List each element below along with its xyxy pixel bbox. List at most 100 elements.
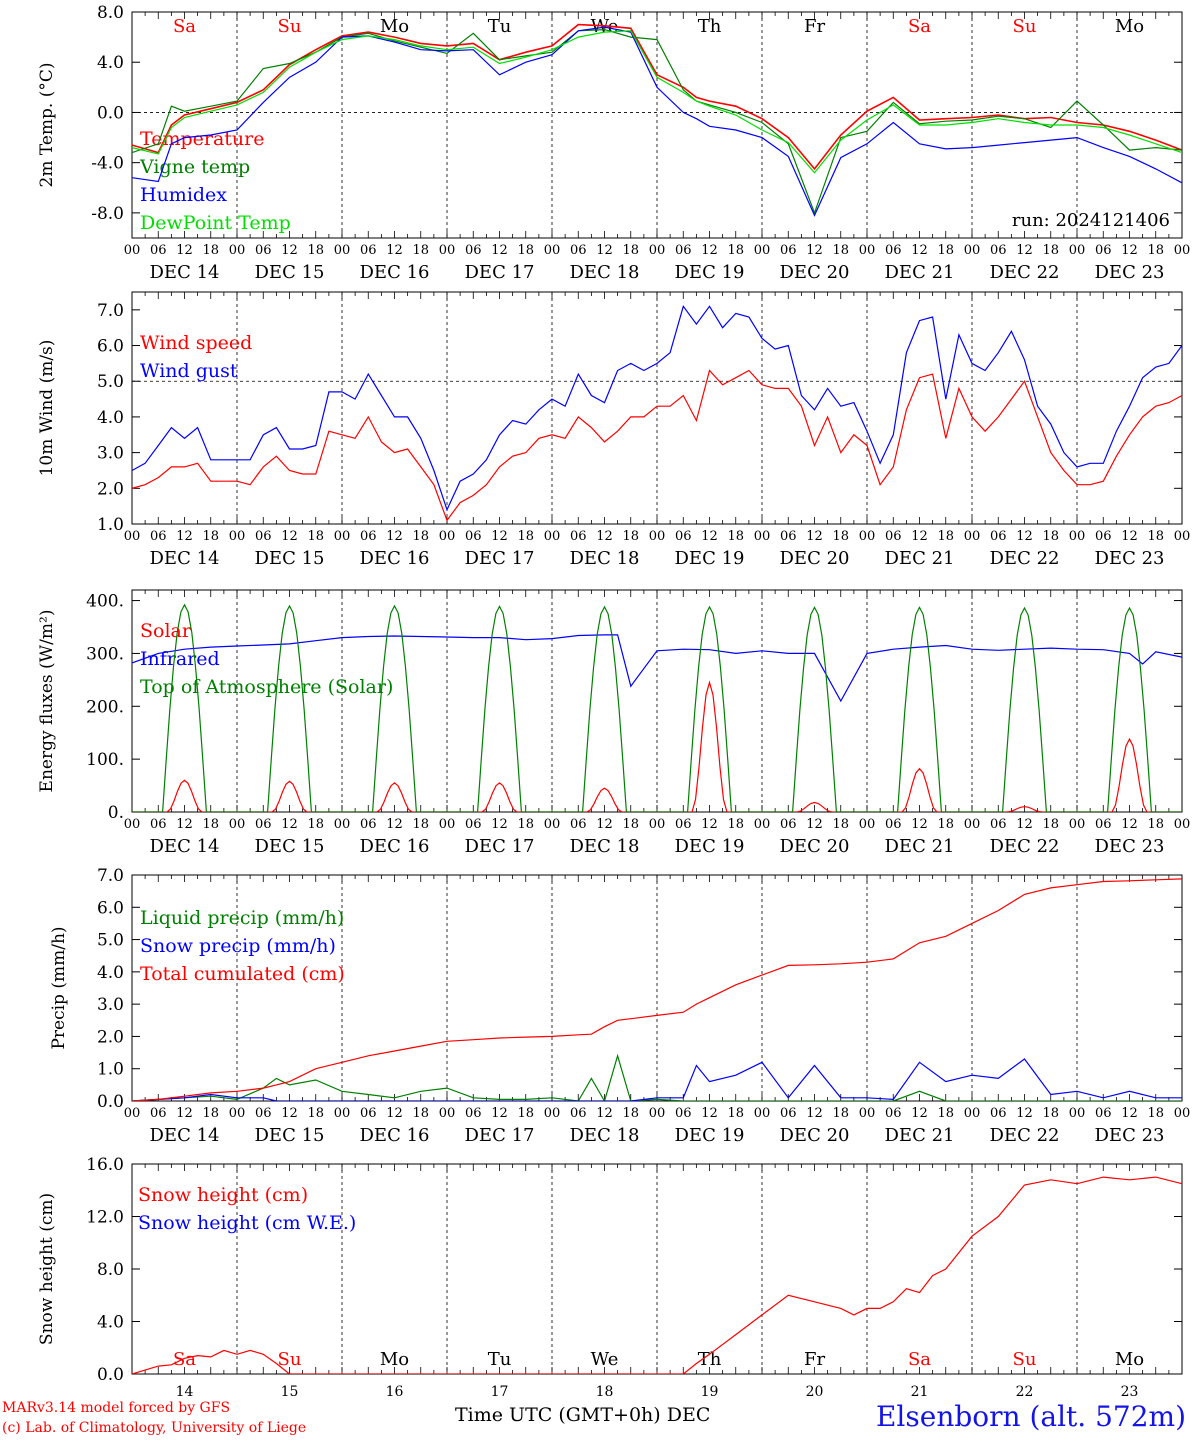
x-hour-label: 06 [570, 817, 587, 832]
x-day-label: DEC 17 [465, 548, 535, 569]
x-hour-label: 00 [124, 529, 141, 544]
x-hour-label: 12 [596, 243, 613, 258]
x-hour-label: 18 [832, 817, 849, 832]
x-hour-label: 06 [885, 1106, 902, 1121]
x-hour-label: 00 [649, 817, 666, 832]
x-hour-label: 06 [570, 529, 587, 544]
x-hour-label: 12 [911, 243, 928, 258]
x-hour-label: 00 [964, 529, 981, 544]
x-hour-label: 18 [202, 1106, 219, 1121]
x-hour-label: 00 [754, 817, 771, 832]
x-hour-label: 06 [465, 529, 482, 544]
x-hour-label: 18 [202, 529, 219, 544]
x-hour-label: 12 [806, 1106, 823, 1121]
x-day-label: DEC 23 [1095, 548, 1165, 569]
x-hour-label: 06 [360, 817, 377, 832]
x-hour-label: 06 [150, 243, 167, 258]
x-hour-label: 12 [911, 817, 928, 832]
y-tick-label: -4.0 [91, 154, 124, 174]
x-day-label: DEC 14 [150, 548, 220, 569]
y-tick-label: 200. [86, 697, 124, 717]
x-day-label: DEC 18 [570, 548, 640, 569]
x-hour-label: 06 [360, 529, 377, 544]
x-hour-label: 12 [701, 243, 718, 258]
x-hour-label: 12 [1121, 1106, 1138, 1121]
series-line-snow-precip-mm-h- [132, 1058, 1182, 1101]
x-hour-label: 18 [937, 243, 954, 258]
station-name: Elsenborn (alt. 572m) [875, 1400, 1186, 1433]
y-tick-label: 100. [86, 750, 124, 770]
x-hour-label: 12 [701, 529, 718, 544]
x-hour-label: 06 [360, 1106, 377, 1121]
x-hour-label: 18 [1042, 529, 1059, 544]
weekday-label: Sa [173, 16, 196, 37]
legend-entry: Temperature [140, 128, 264, 150]
x-hour-label: 00 [124, 1106, 141, 1121]
x-hour-label: 12 [1016, 817, 1033, 832]
weekday-label: Su [278, 1349, 302, 1370]
y-tick-label: 8.0 [97, 1260, 124, 1280]
x-hour-label: 18 [622, 243, 639, 258]
x-hour-label: 12 [596, 529, 613, 544]
y-tick-label: 6.0 [97, 337, 124, 357]
x-day-label: DEC 22 [990, 1125, 1060, 1146]
x-hour-label: 18 [412, 817, 429, 832]
x-hour-label: 12 [911, 1106, 928, 1121]
y-axis-label: Precip (mm/h) [49, 926, 69, 1049]
x-hour-label: 00 [754, 529, 771, 544]
x-hour-label: 06 [675, 243, 692, 258]
x-hour-label: 12 [596, 1106, 613, 1121]
x-hour-label: 18 [727, 1106, 744, 1121]
x-hour-label: 12 [1016, 529, 1033, 544]
x-hour-label: 06 [885, 817, 902, 832]
legend-entry: Snow precip (mm/h) [140, 935, 336, 957]
x-day-label: DEC 17 [465, 836, 535, 857]
x-hour-label: 12 [176, 243, 193, 258]
x-hour-label: 18 [307, 1106, 324, 1121]
y-tick-label: 5.0 [97, 372, 124, 392]
x-hour-label: 18 [1147, 817, 1164, 832]
x-hour-label: 00 [964, 243, 981, 258]
series-line-vigne-temp [132, 28, 1182, 215]
credit-line-2: (c) Lab. of Climatology, University of L… [2, 1420, 307, 1436]
x-day-label: DEC 14 [150, 1125, 220, 1146]
x-hour-label: 06 [780, 817, 797, 832]
x-hour-label: 06 [1095, 1106, 1112, 1121]
weekday-label: We [591, 1349, 619, 1370]
x-day-label: DEC 21 [885, 1125, 955, 1146]
x-day-number: 16 [386, 1384, 404, 1400]
x-hour-label: 06 [150, 1106, 167, 1121]
weekday-label: Fr [804, 1349, 825, 1370]
x-day-label: DEC 19 [675, 262, 745, 283]
x-day-number: 21 [911, 1384, 929, 1400]
x-day-label: DEC 15 [255, 836, 325, 857]
panel-2: 1.0 2.0 3.0 4.0 5.0 6.0 7.0 10m Wind (m/s) 00 06 1… [37, 291, 1190, 569]
x-hour-label: 06 [465, 243, 482, 258]
x-day-label: DEC 21 [885, 548, 955, 569]
x-hour-label: 12 [701, 817, 718, 832]
x-hour-label: 12 [596, 817, 613, 832]
x-day-label: DEC 15 [255, 1125, 325, 1146]
y-axis-label: 10m Wind (m/s) [37, 340, 57, 477]
series-line-solar [132, 680, 1182, 812]
x-hour-label: 18 [1042, 243, 1059, 258]
x-hour-label: 12 [701, 1106, 718, 1121]
x-hour-label: 06 [990, 529, 1007, 544]
y-tick-label: 2.0 [97, 1027, 124, 1047]
x-hour-label: 00 [859, 243, 876, 258]
y-tick-label: 7.0 [97, 301, 124, 321]
x-day-label: DEC 20 [780, 262, 850, 283]
x-hour-label: 12 [386, 817, 403, 832]
x-day-label: DEC 17 [465, 1125, 535, 1146]
x-hour-label: 12 [491, 243, 508, 258]
credit-line-1: MARv3.14 model forced by GFS [2, 1400, 231, 1416]
x-hour-label: 06 [255, 243, 272, 258]
x-day-number: 22 [1016, 1384, 1034, 1400]
x-day-number: 20 [806, 1384, 824, 1400]
legend-entry: Snow height (cm) [138, 1184, 308, 1206]
y-axis-label: Energy fluxes (W/m²) [37, 610, 57, 793]
x-hour-label: 06 [990, 1106, 1007, 1121]
y-tick-label: 3.0 [97, 444, 124, 464]
x-hour-label: 00 [334, 1106, 351, 1121]
x-hour-label: 18 [1042, 1106, 1059, 1121]
